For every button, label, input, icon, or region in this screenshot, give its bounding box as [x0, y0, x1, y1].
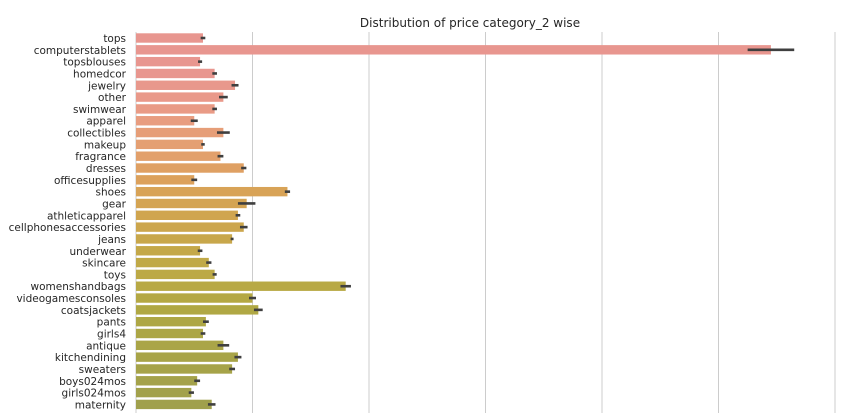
category-label-cellphonesaccessories: cellphonesaccessories — [9, 222, 126, 234]
bar-cellphonesaccessories — [136, 222, 244, 232]
category-label-computerstablets: computerstablets — [34, 45, 126, 57]
error-bars-group — [188, 36, 795, 406]
category-label-womenshandbags: womenshandbags — [31, 281, 126, 293]
category-label-makeup: makeup — [84, 139, 126, 151]
bar-officesupplies — [136, 175, 195, 185]
bar-topsblouses — [136, 56, 201, 67]
category-label-sweaters: sweaters — [79, 364, 126, 376]
category-label-boys024mos: boys024mos — [59, 376, 126, 388]
bar-tops — [136, 33, 203, 43]
category-label-skincare: skincare — [82, 258, 126, 270]
bar-collectibles — [136, 127, 224, 138]
category-label-topsblouses: topsblouses — [63, 57, 126, 69]
bar-shoes — [136, 186, 288, 197]
bar-underwear — [136, 246, 201, 256]
category-label-videogamesconsoles: videogamesconsoles — [16, 293, 126, 305]
category-label-underwear: underwear — [69, 246, 126, 258]
bars-group — [136, 33, 771, 410]
category-label-antique: antique — [86, 340, 126, 352]
bar-toys — [136, 269, 215, 280]
bar-videogamesconsoles — [136, 293, 253, 303]
bar-apparel — [136, 116, 195, 126]
bar-dresses — [136, 163, 244, 173]
category-label-athleticapparel: athleticapparel — [47, 210, 126, 222]
bar-homedcor — [136, 68, 215, 79]
bar-other — [136, 92, 224, 102]
category-label-jeans: jeans — [97, 234, 126, 246]
bar-athleticapparel — [136, 210, 238, 220]
category-label-fragrance: fragrance — [75, 151, 126, 163]
category-label-coatsjackets: coatsjackets — [61, 305, 126, 317]
bar-womenshandbags — [136, 281, 346, 291]
bar-fragrance — [136, 151, 221, 161]
bar-maternity — [136, 399, 212, 410]
bar-coatsjackets — [136, 305, 259, 315]
category-label-apparel: apparel — [86, 116, 126, 128]
category-label-girls4: girls4 — [97, 329, 126, 341]
category-label-maternity: maternity — [75, 399, 126, 411]
category-label-other: other — [98, 92, 127, 104]
bar-swimwear — [136, 104, 215, 114]
category-label-tops: tops — [103, 33, 126, 45]
grid-lines — [135, 32, 836, 413]
chart-title: Distribution of price category_2 wise — [360, 16, 580, 30]
bar-sweaters — [136, 364, 233, 374]
bar-skincare — [136, 257, 209, 268]
bar-antique — [136, 340, 224, 351]
category-label-girls024mos: girls024mos — [62, 388, 126, 400]
category-label-officesupplies: officesupplies — [54, 175, 126, 187]
bar-boys024mos — [136, 376, 198, 386]
category-label-collectibles: collectibles — [67, 128, 126, 140]
bar-computerstablets — [136, 45, 771, 55]
category-label-jewelry: jewelry — [87, 80, 126, 92]
category-label-swimwear: swimwear — [73, 104, 127, 116]
category-label-gear: gear — [102, 198, 127, 210]
bar-makeup — [136, 139, 203, 150]
category-label-dresses: dresses — [86, 163, 126, 175]
bar-girls4 — [136, 328, 203, 339]
bar-gear — [136, 198, 247, 209]
category-label-toys: toys — [104, 269, 126, 281]
bar-girls024mos — [136, 387, 192, 398]
bar-jewelry — [136, 80, 236, 90]
category-labels-group: topscomputerstabletstopsblouseshomedcorj… — [9, 33, 127, 411]
bar-jeans — [136, 234, 233, 244]
bar-pants — [136, 316, 206, 327]
category-label-shoes: shoes — [96, 187, 126, 199]
bar-kitchendining — [136, 352, 238, 362]
category-label-homedcor: homedcor — [73, 68, 127, 80]
category-label-kitchendining: kitchendining — [55, 352, 126, 364]
category-label-pants: pants — [97, 317, 126, 329]
